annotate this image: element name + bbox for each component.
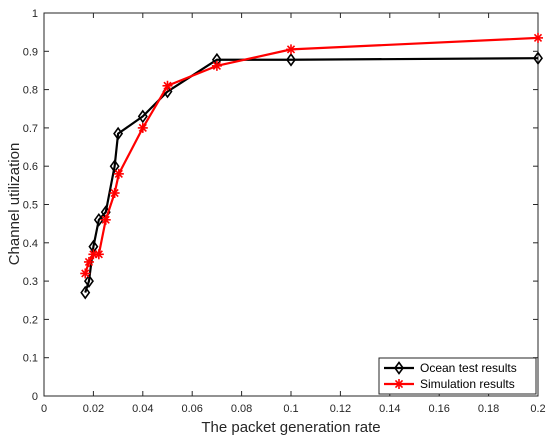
x-tick-label: 0 — [41, 403, 47, 415]
y-axis-label: Channel utilization — [6, 143, 23, 266]
series-1-point — [162, 80, 173, 91]
series-0-point — [83, 274, 94, 288]
legend-label: Ocean test results — [420, 361, 517, 375]
series-0-point — [286, 52, 296, 67]
x-tick-label: 0.16 — [428, 403, 449, 415]
series-1-point — [109, 188, 120, 199]
axis-ticks: 0 0.02 0.04 0.06 0.08 0.1 0.12 0.14 0.16 0.18 0.2 0… — [23, 8, 546, 415]
y-tick-label: 0.8 — [23, 85, 38, 97]
series-0-point — [109, 159, 120, 174]
series-1-point — [80, 268, 91, 279]
legend-box — [378, 357, 537, 395]
y-tick-label: 1 — [32, 8, 38, 20]
x-tick-label: 0.18 — [478, 403, 499, 415]
series-0-point — [137, 109, 148, 124]
x-tick-label: 0.1 — [283, 403, 298, 415]
legend-label: Simulation results — [420, 377, 515, 391]
series-0-point — [533, 51, 543, 66]
series-0-point — [80, 285, 91, 300]
series-0-point — [113, 126, 124, 141]
plot-area — [43, 12, 539, 397]
x-tick-label: 0.12 — [330, 403, 351, 415]
legend: Ocean test results Simulation results — [378, 357, 537, 395]
y-tick-label: 0.1 — [23, 353, 38, 365]
y-tick-label: 0.5 — [23, 200, 38, 212]
x-tick-label: 0.14 — [379, 403, 400, 415]
x-tick-label: 0.08 — [231, 403, 252, 415]
y-tick-label: 0.6 — [23, 161, 38, 173]
legend-marker — [394, 379, 404, 389]
series-1-point — [113, 168, 124, 179]
series-0-point — [93, 212, 104, 227]
series-1-point — [211, 60, 222, 71]
x-axis-label: The packet generation rate — [201, 419, 380, 436]
x-tick-label: 0.04 — [132, 403, 153, 415]
series-1-point — [100, 214, 111, 225]
series-layer — [80, 32, 543, 300]
y-tick-label: 0.4 — [23, 238, 38, 250]
x-tick-label: 0.2 — [530, 403, 545, 415]
series-1-point — [83, 256, 94, 267]
y-tick-label: 0.9 — [23, 46, 38, 58]
y-tick-label: 0.2 — [23, 314, 38, 326]
series-1-point — [137, 122, 148, 133]
x-tick-label: 0.02 — [83, 403, 104, 415]
legend-marker — [394, 361, 404, 375]
series-1-point — [533, 32, 543, 43]
y-tick-label: 0.3 — [23, 276, 38, 288]
y-tick-label: 0 — [32, 391, 38, 403]
series-1-point — [93, 249, 104, 260]
series-1-point — [286, 44, 296, 55]
x-tick-label: 0.06 — [181, 403, 202, 415]
y-tick-label: 0.7 — [23, 123, 38, 135]
